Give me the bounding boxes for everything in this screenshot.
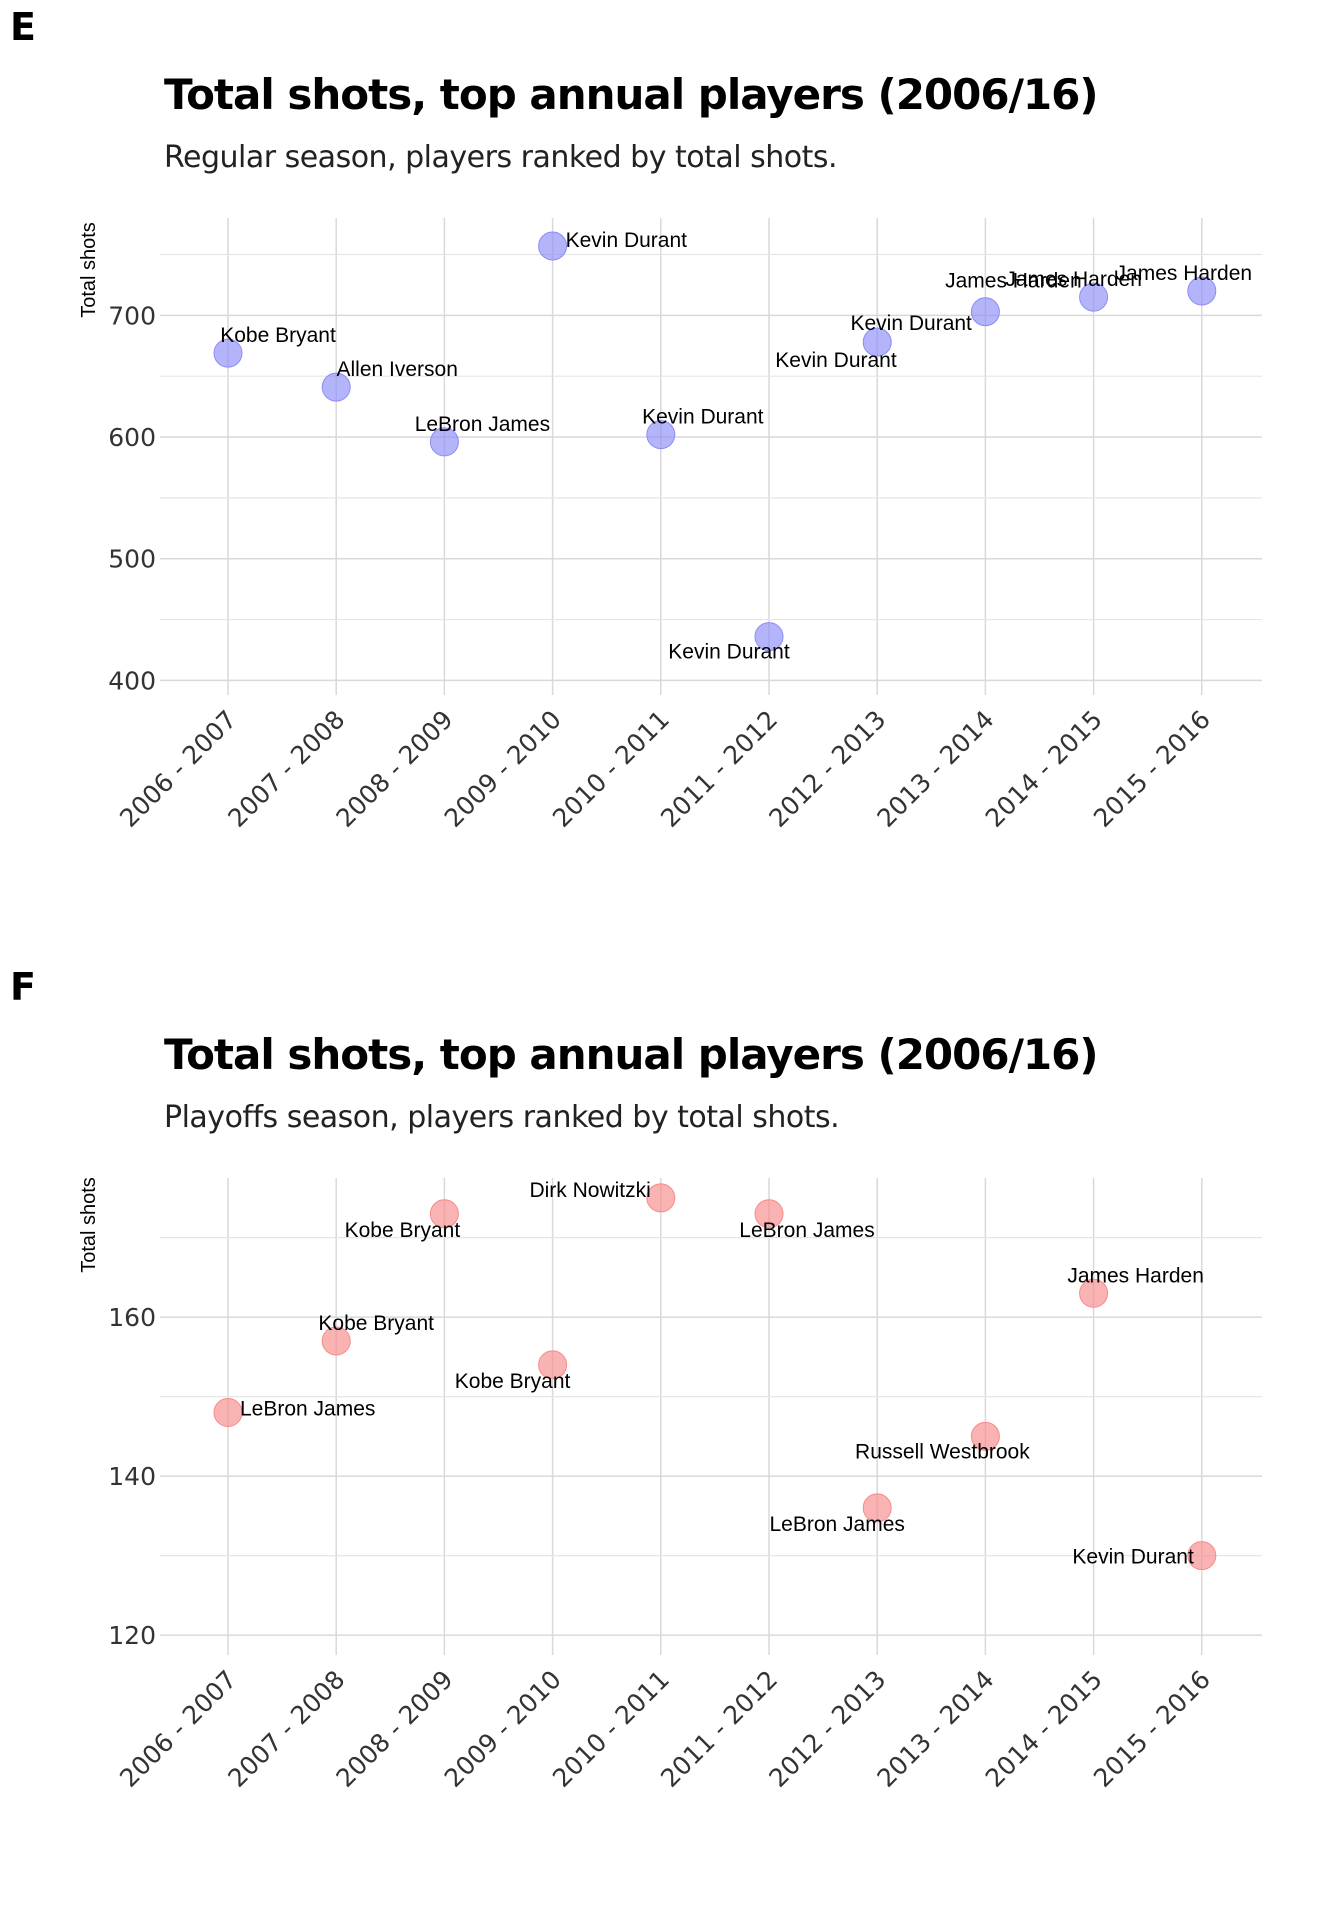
data-label: Kevin Durant	[642, 406, 764, 429]
data-label: LeBron James	[739, 1219, 874, 1242]
y-tick-label: 500	[108, 545, 156, 574]
data-point	[754, 622, 784, 652]
data-label: Russell Westbrook	[855, 1440, 1030, 1463]
chart-panel-e: E Total shots, top annual players (2006/…	[10, 5, 1262, 833]
data-point	[1187, 1541, 1217, 1571]
y-tick-label: 600	[108, 423, 156, 452]
data-label: Kobe Bryant	[220, 324, 336, 347]
data-point	[1079, 282, 1109, 312]
panel-letter: E	[10, 5, 36, 49]
panel-letter: F	[10, 965, 36, 1009]
y-axis-title: Total shots	[78, 1177, 100, 1273]
data-point	[213, 338, 243, 368]
data-point	[538, 1350, 568, 1380]
data-point	[429, 1199, 459, 1229]
data-label: Kevin Durant	[775, 349, 897, 372]
y-tick-label: 700	[108, 301, 156, 330]
data-label: James Harden	[1067, 1264, 1204, 1287]
y-tick-label: 140	[108, 1462, 156, 1491]
data-point	[1079, 1278, 1109, 1308]
data-label: Kobe Bryant	[455, 1370, 571, 1393]
data-label: Kobe Bryant	[345, 1219, 461, 1242]
data-point	[754, 1199, 784, 1229]
data-label: LeBron James	[240, 1398, 375, 1421]
data-point	[538, 231, 568, 261]
chart-subtitle: Playoffs season, players ranked by total…	[164, 1100, 840, 1135]
data-label: James Harden	[1116, 262, 1253, 285]
data-label: LeBron James	[415, 413, 550, 436]
data-label: James Harden	[1005, 268, 1142, 291]
data-point	[970, 1421, 1000, 1451]
data-label: Kevin Durant	[668, 641, 790, 664]
data-point	[646, 1183, 676, 1213]
chart-title: Total shots, top annual players (2006/16…	[164, 70, 1099, 119]
x-tick-label: 2015 - 2016	[1088, 705, 1216, 833]
data-point	[429, 427, 459, 457]
data-label: Dirk Nowitzki	[529, 1179, 650, 1202]
data-point	[321, 1326, 351, 1356]
grid	[160, 1178, 1262, 1655]
data-point	[646, 420, 676, 450]
chart-subtitle: Regular season, players ranked by total …	[164, 140, 838, 175]
data-label: Kevin Durant	[566, 229, 688, 252]
data-label: Kevin Durant	[850, 312, 972, 335]
grid	[160, 218, 1262, 695]
y-tick-label: 400	[108, 666, 156, 695]
data-label: James Harden	[945, 270, 1082, 293]
chart-panel-f: F Total shots, top annual players (2006/…	[0, 960, 1344, 1920]
data-point	[1187, 276, 1217, 306]
data-point	[862, 327, 892, 357]
x-tick-label: 2015 - 2016	[1088, 1665, 1216, 1793]
data-label: Allen Iverson	[336, 358, 457, 381]
y-axis-title: Total shots	[78, 222, 100, 318]
data-point	[213, 1398, 243, 1428]
data-label: Kevin Durant	[1072, 1546, 1194, 1569]
data-point	[862, 1493, 892, 1523]
y-tick-label: 160	[108, 1303, 156, 1332]
y-tick-label: 120	[108, 1621, 156, 1650]
data-point	[970, 297, 1000, 327]
data-label: Kobe Bryant	[318, 1312, 434, 1335]
chart-title: Total shots, top annual players (2006/16…	[164, 1030, 1099, 1079]
data-label: LeBron James	[769, 1513, 904, 1536]
data-point	[321, 372, 351, 402]
